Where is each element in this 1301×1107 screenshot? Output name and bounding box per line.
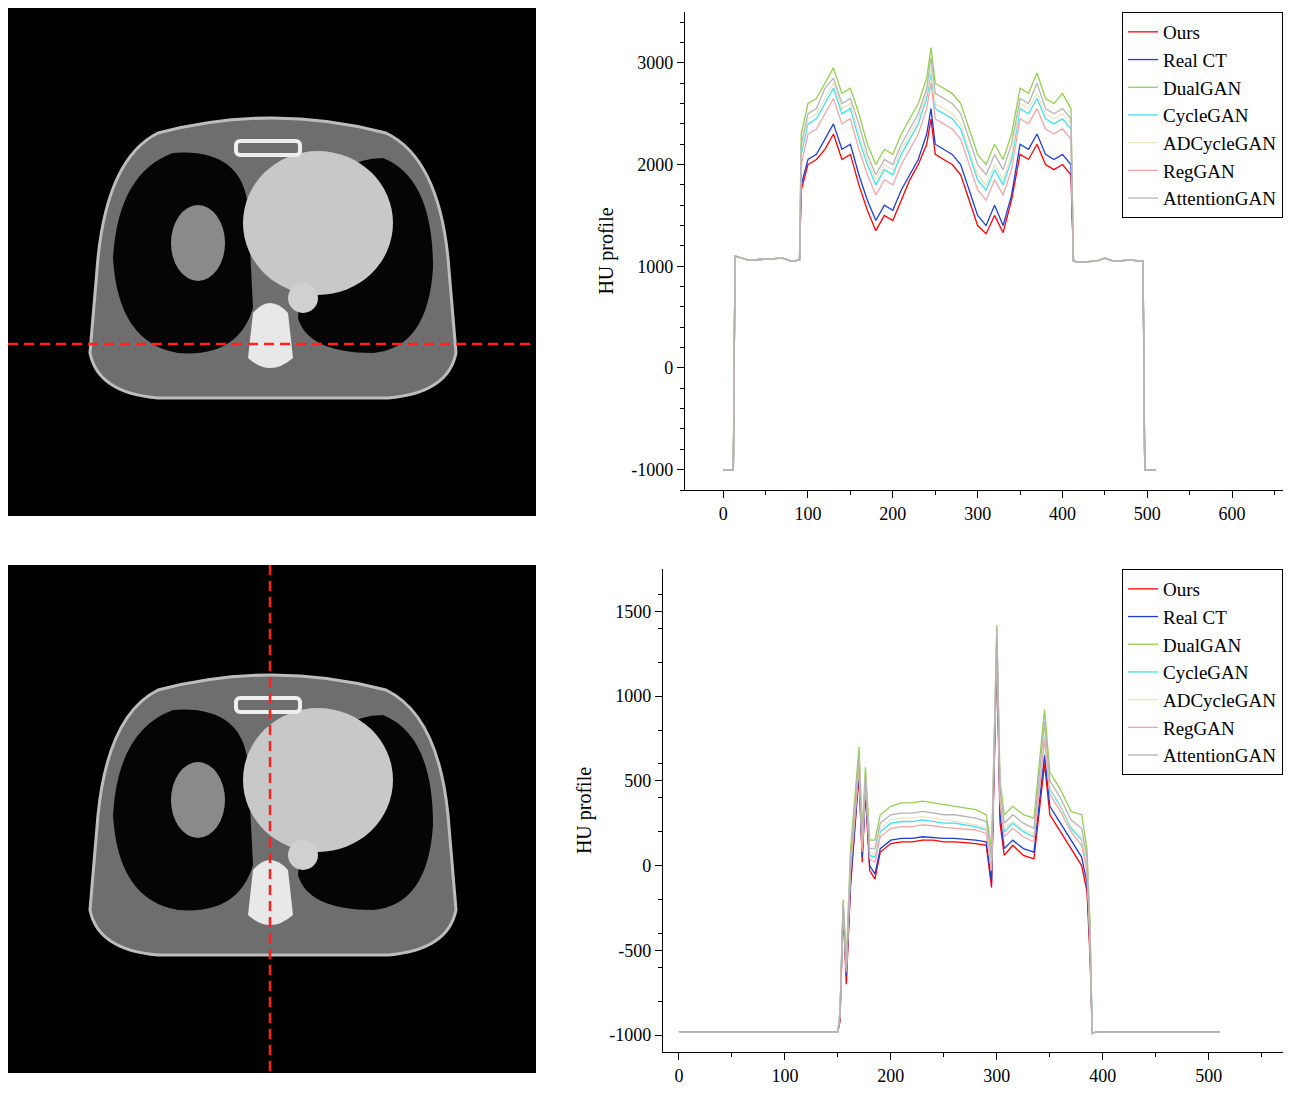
svg-text:Real CT: Real CT	[1163, 607, 1227, 628]
svg-text:100: 100	[794, 504, 821, 524]
svg-text:HU profile: HU profile	[573, 767, 596, 854]
svg-text:CycleGAN: CycleGAN	[1163, 105, 1249, 126]
svg-text:-1000: -1000	[631, 460, 673, 480]
svg-text:0: 0	[664, 358, 673, 378]
svg-text:-500: -500	[618, 941, 651, 961]
svg-text:CycleGAN: CycleGAN	[1163, 662, 1249, 683]
svg-text:100: 100	[771, 1066, 798, 1086]
svg-text:3000: 3000	[637, 53, 673, 73]
svg-text:500: 500	[1134, 504, 1161, 524]
svg-text:-1000: -1000	[609, 1025, 651, 1045]
svg-text:RegGAN: RegGAN	[1163, 161, 1235, 182]
svg-text:AttentionGAN: AttentionGAN	[1163, 745, 1276, 766]
svg-text:0: 0	[642, 856, 651, 876]
svg-text:1000: 1000	[615, 686, 651, 706]
svg-text:500: 500	[1195, 1066, 1222, 1086]
svg-text:500: 500	[624, 771, 651, 791]
svg-text:AttentionGAN: AttentionGAN	[1163, 188, 1276, 209]
svg-text:Ours: Ours	[1163, 579, 1200, 600]
svg-text:300: 300	[983, 1066, 1010, 1086]
svg-text:0: 0	[719, 504, 728, 524]
svg-text:1500: 1500	[615, 602, 651, 622]
svg-text:ADCycleGAN: ADCycleGAN	[1163, 690, 1276, 711]
svg-text:200: 200	[879, 504, 906, 524]
svg-text:600: 600	[1219, 504, 1246, 524]
svg-text:Real CT: Real CT	[1163, 50, 1227, 71]
svg-text:400: 400	[1049, 504, 1076, 524]
svg-text:2000: 2000	[637, 155, 673, 175]
svg-text:300: 300	[964, 504, 991, 524]
svg-text:ADCycleGAN: ADCycleGAN	[1163, 133, 1276, 154]
svg-text:Ours: Ours	[1163, 22, 1200, 43]
svg-text:0: 0	[674, 1066, 683, 1086]
svg-text:200: 200	[877, 1066, 904, 1086]
svg-text:1000: 1000	[637, 257, 673, 277]
svg-text:RegGAN: RegGAN	[1163, 718, 1235, 739]
svg-text:DualGAN: DualGAN	[1163, 635, 1241, 656]
svg-text:400: 400	[1089, 1066, 1116, 1086]
svg-text:HU profile: HU profile	[595, 207, 618, 294]
svg-text:DualGAN: DualGAN	[1163, 78, 1241, 99]
